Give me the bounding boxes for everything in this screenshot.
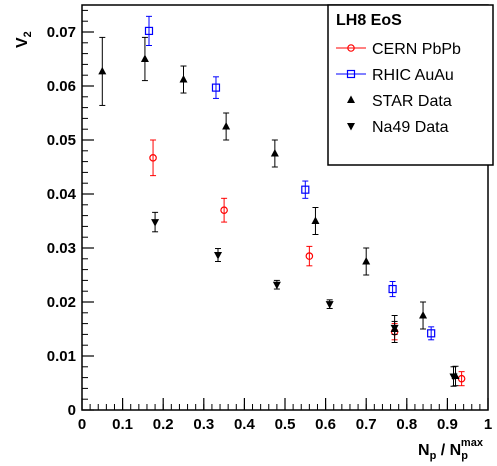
legend-marker [346, 69, 356, 79]
data-point [311, 216, 320, 224]
legend: LH8 EoS CERN PbPb RHIC AuAu STAR Data Na49 … [327, 4, 494, 166]
x-axis-title-mid: / N [436, 442, 461, 459]
x-axis-title-sub2: p [461, 450, 468, 462]
data-point [222, 122, 231, 130]
x-tick-label: 0.1 [112, 416, 133, 433]
series-rhic-auau [144, 15, 436, 341]
series-layer [98, 15, 466, 387]
data-point [362, 257, 371, 265]
data-point [272, 281, 281, 290]
data-point [390, 324, 399, 333]
data-point [151, 219, 160, 227]
x-tick-label: 0.6 [315, 416, 336, 433]
y-tick-label: 0.02 [47, 294, 76, 311]
data-point [144, 26, 154, 36]
legend-marker [347, 123, 355, 131]
data-point [140, 54, 149, 62]
data-point [214, 252, 223, 260]
data-point [220, 206, 228, 215]
series-star-data [98, 36, 460, 387]
y-tick-label: 0.06 [47, 78, 76, 95]
data-point [449, 373, 458, 382]
data-point [325, 301, 334, 309]
y-axis-title-base: V [14, 37, 31, 48]
y-tick-label: 0.04 [47, 186, 77, 203]
legend-title: LH8 EoS [336, 12, 402, 29]
x-tick-label: 0.2 [153, 416, 174, 433]
data-point [388, 284, 397, 294]
legend-entry: STAR Data [347, 93, 452, 110]
data-point [179, 75, 188, 83]
x-tick-label: 1 [484, 416, 492, 433]
y-axis-title-sub: 2 [22, 31, 34, 37]
x-tick-label: 0.4 [234, 416, 256, 433]
x-tick-label: 0.8 [396, 416, 417, 433]
data-point [305, 252, 314, 260]
legend-entry: Na49 Data [347, 119, 449, 136]
data-point [270, 149, 279, 157]
x-axis-title-base: N [418, 442, 430, 459]
legend-label: STAR Data [372, 93, 452, 110]
legend-marker [347, 95, 355, 103]
data-point [211, 83, 221, 92]
legend-marker [347, 44, 355, 52]
legend-label: RHIC AuAu [372, 67, 454, 84]
x-tick-label: 0.9 [437, 416, 458, 433]
y-tick-label: 0.07 [47, 24, 76, 41]
y-tick-label: 0 [68, 402, 76, 419]
y-tick-label: 0.01 [47, 348, 76, 365]
axes-layer: 0 0.1 0.2 0.3 0.4 0.5 0.6 0.7 0.8 0.9 1 0 0.01 0.02 0.… [47, 4, 492, 433]
x-axis-title: Np / Npmax [418, 437, 484, 462]
data-point [427, 329, 436, 338]
legend-label: CERN PbPb [372, 41, 461, 58]
x-axis-title-sup2: max [461, 437, 484, 449]
x-tick-label: 0.5 [275, 416, 296, 433]
legend-entries: CERN PbPb RHIC AuAu STAR Data Na49 Data [336, 41, 461, 136]
x-tick-label: 0.3 [193, 416, 214, 433]
series-na49-data [151, 211, 458, 387]
data-point [98, 66, 107, 75]
data-point [301, 185, 310, 194]
x-axis-title-sub1: p [430, 450, 437, 462]
data-point [419, 311, 428, 319]
data-point [149, 154, 157, 162]
legend-entry: RHIC AuAu [336, 67, 454, 84]
legend-box [327, 4, 494, 166]
y-tick-label: 0.05 [47, 132, 76, 149]
legend-entry: CERN PbPb [336, 41, 461, 58]
y-tick-label: 0.03 [47, 240, 76, 257]
x-tick-label: 0.7 [356, 416, 377, 433]
legend-label: Na49 Data [372, 119, 449, 136]
y-axis-title: V2 [14, 31, 34, 48]
x-tick-label: 0 [78, 416, 86, 433]
